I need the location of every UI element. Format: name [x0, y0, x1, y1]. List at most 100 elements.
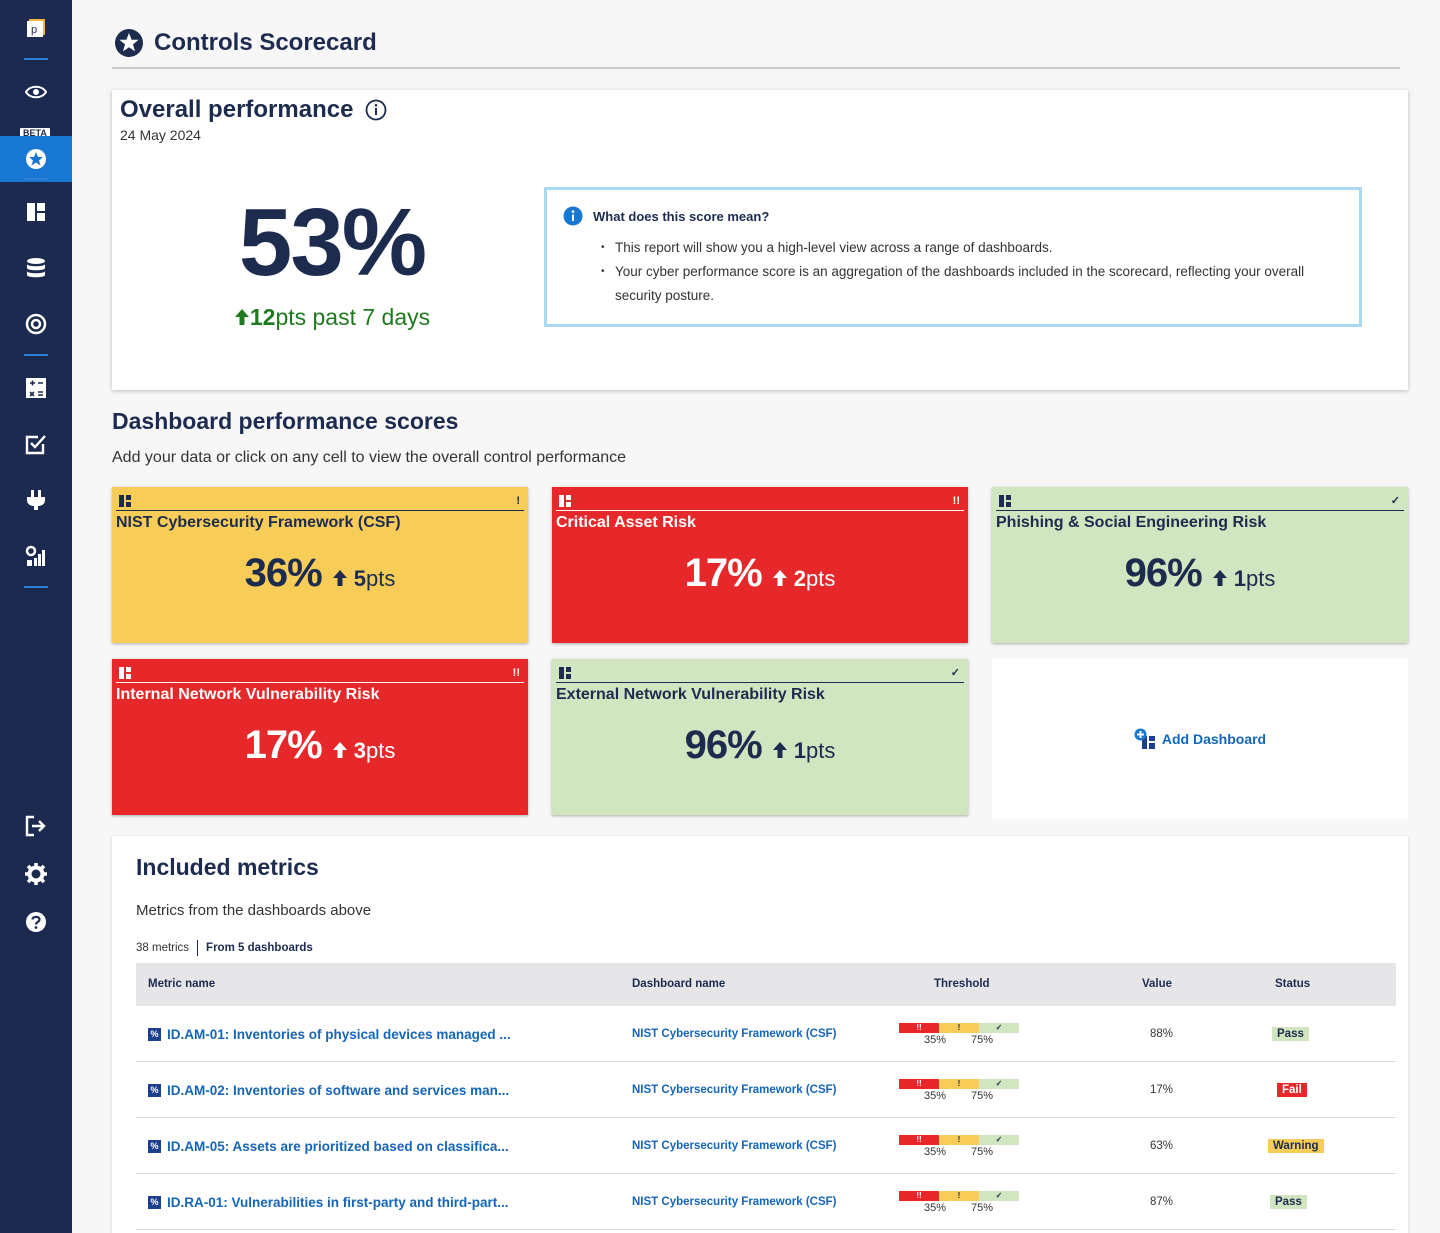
dashboard-tile-nist[interactable]: ! NIST Cybersecurity Framework (CSF) 36%… — [112, 487, 528, 643]
sidebar-item-logout[interactable] — [0, 806, 72, 846]
overall-date: 24 May 2024 — [120, 127, 201, 143]
arrow-up-icon — [772, 570, 787, 586]
threshold-bar: !!! ✓ 35% 75% — [899, 1191, 1019, 1219]
sidebar-item-help[interactable] — [0, 902, 72, 942]
dashboard-name-link[interactable]: NIST Cybersecurity Framework (CSF) — [632, 1140, 837, 1152]
tile-score: 36% 5pts — [244, 551, 396, 595]
star-icon — [26, 149, 46, 169]
metrics-count: 38 metrics From 5 dashboards — [136, 940, 313, 956]
sidebar-divider — [24, 586, 48, 588]
dashboard-name-link[interactable]: NIST Cybersecurity Framework (CSF) — [632, 1028, 837, 1040]
add-dashboard-button[interactable]: Add Dashboard — [992, 659, 1408, 819]
count-divider — [197, 940, 199, 956]
sidebar-item-settings[interactable] — [0, 854, 72, 894]
overall-score: 53% — [238, 189, 427, 296]
tile-score: 17% 3pts — [244, 723, 396, 767]
beta-badge: BETA — [20, 128, 50, 138]
table-row[interactable]: % ID.RA-01: Vulnerabilities in first-part… — [136, 1174, 1396, 1230]
score-info-point: Your cyber performance score is an aggre… — [601, 260, 1343, 308]
status-flag: ✓ — [950, 667, 960, 679]
sidebar: p BETA — [0, 0, 72, 1233]
status-badge: Fail — [1277, 1083, 1307, 1097]
metrics-table: Metric name Dashboard name Threshold Val… — [136, 963, 1396, 1230]
page-header: Controls Scorecard — [112, 18, 1400, 69]
metric-value: 87% — [1150, 1196, 1174, 1208]
dashboard-tile-critical-asset[interactable]: !! Critical Asset Risk 17% 2pts — [552, 487, 968, 643]
dashboard-name-link[interactable]: NIST Cybersecurity Framework (CSF) — [632, 1196, 837, 1208]
dashboard-icon — [559, 666, 571, 679]
status-badge: Warning — [1268, 1139, 1324, 1153]
sidebar-divider — [24, 58, 48, 60]
eye-icon — [25, 85, 47, 99]
status-badge: Pass — [1272, 1027, 1309, 1041]
metric-name-link[interactable]: % ID.AM-01: Inventories of physical devic… — [148, 1027, 511, 1042]
tile-score: 96% 1pts — [1124, 551, 1276, 595]
sidebar-item-data[interactable] — [0, 248, 72, 288]
threshold-bar: !!! ✓ 35% 75% — [899, 1135, 1019, 1163]
metric-name-link[interactable]: % ID.AM-02: Inventories of software and s… — [148, 1083, 509, 1098]
sidebar-divider — [24, 354, 48, 356]
overall-title: Overall performance — [120, 96, 387, 124]
dashboard-tile-phishing[interactable]: ✓ Phishing & Social Engineering Risk 96%… — [992, 487, 1408, 643]
star-badge-icon — [115, 28, 143, 57]
sidebar-divider — [24, 178, 48, 180]
dashboard-name-link[interactable]: NIST Cybersecurity Framework (CSF) — [632, 1084, 837, 1096]
gear-icon — [25, 863, 47, 885]
arrow-up-icon — [234, 309, 249, 325]
table-row[interactable]: % ID.AM-01: Inventories of physical devic… — [136, 1006, 1396, 1062]
col-value[interactable]: Value — [1142, 978, 1173, 990]
dashboard-tile-internal-network[interactable]: !! Internal Network Vulnerability Risk 1… — [112, 659, 528, 815]
dashboard-icon — [119, 666, 131, 679]
overall-delta: 12pts past 7 days — [192, 304, 472, 331]
threshold-bar: !!! ✓ 35% 75% — [899, 1079, 1019, 1107]
overall-performance-card: Overall performance 24 May 2024 53% 12pt… — [112, 90, 1408, 390]
col-status[interactable]: Status — [1275, 978, 1311, 990]
tile-name: Phishing & Social Engineering Risk — [996, 514, 1267, 531]
sidebar-item-reports[interactable] — [0, 536, 72, 576]
score-info-title: What does this score mean? — [563, 206, 1343, 226]
metric-name-link[interactable]: % ID.AM-05: Assets are prioritized based … — [148, 1139, 509, 1154]
add-dashboard-label: Add Dashboard — [1161, 731, 1267, 747]
status-flag: ! — [516, 494, 520, 507]
percent-icon: % — [148, 1084, 161, 1097]
table-row[interactable]: % ID.AM-02: Inventories of software and s… — [136, 1062, 1396, 1118]
status-flag: !! — [952, 494, 960, 507]
tile-name: Internal Network Vulnerability Risk — [116, 686, 380, 703]
status-badge: Pass — [1270, 1195, 1307, 1209]
status-flag: ✓ — [1390, 495, 1400, 507]
arrow-up-icon — [332, 742, 347, 758]
page-title: Controls Scorecard — [154, 28, 377, 56]
app-logo[interactable]: p — [0, 8, 72, 48]
dashboard-icon — [27, 203, 45, 221]
score-info-list: This report will show you a high-level v… — [601, 236, 1343, 308]
dashboard-icon — [999, 494, 1011, 507]
sidebar-item-calculator[interactable] — [0, 368, 72, 408]
table-row[interactable]: % ID.AM-05: Assets are prioritized based … — [136, 1118, 1396, 1174]
col-dashboard-name[interactable]: Dashboard name — [632, 978, 726, 990]
metric-name-link[interactable]: % ID.RA-01: Vulnerabilities in first-part… — [148, 1195, 509, 1210]
threshold-bar: !!! ✓ 35% 75% — [899, 1023, 1019, 1051]
sidebar-item-dashboards[interactable] — [0, 192, 72, 232]
sidebar-item-tasks[interactable] — [0, 424, 72, 464]
calculator-icon — [26, 378, 46, 398]
dashboard-icon — [119, 494, 131, 507]
percent-icon: % — [148, 1028, 161, 1041]
help-icon — [26, 912, 46, 932]
metrics-subtitle: Metrics from the dashboards above — [136, 902, 372, 919]
info-icon[interactable] — [365, 99, 387, 121]
sidebar-item-scorecard[interactable] — [0, 136, 72, 182]
score-info-box: What does this score mean? This report w… — [544, 187, 1362, 327]
col-metric-name[interactable]: Metric name — [148, 978, 216, 990]
sidebar-item-integrations[interactable] — [0, 480, 72, 520]
sidebar-item-targets[interactable] — [0, 304, 72, 344]
plug-icon — [27, 490, 45, 510]
metric-value: 88% — [1150, 1028, 1174, 1040]
database-icon — [27, 258, 45, 278]
col-threshold: Threshold — [934, 978, 990, 990]
sidebar-item-monitor[interactable] — [0, 72, 72, 112]
tile-score: 17% 2pts — [684, 551, 836, 595]
metric-value: 63% — [1150, 1140, 1174, 1152]
dashboard-tile-external-network[interactable]: ✓ External Network Vulnerability Risk 96… — [552, 659, 968, 815]
tile-name: Critical Asset Risk — [556, 514, 696, 531]
dashboard-icon — [559, 494, 571, 507]
